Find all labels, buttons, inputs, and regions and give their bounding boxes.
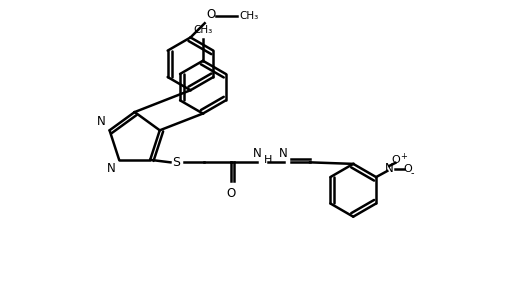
Text: O: O <box>404 164 412 174</box>
Text: N: N <box>253 147 262 160</box>
Text: O: O <box>391 155 400 165</box>
Text: CH₃: CH₃ <box>193 25 212 35</box>
Text: +: + <box>401 152 407 161</box>
Text: CH₃: CH₃ <box>239 11 259 21</box>
Text: O: O <box>226 187 235 200</box>
Text: S: S <box>172 156 181 169</box>
Text: -: - <box>410 168 414 178</box>
Text: N: N <box>107 162 115 175</box>
Text: H: H <box>263 155 272 165</box>
Text: N: N <box>279 147 288 160</box>
Text: N: N <box>97 115 106 128</box>
Text: N: N <box>385 162 393 175</box>
Text: O: O <box>207 8 216 21</box>
